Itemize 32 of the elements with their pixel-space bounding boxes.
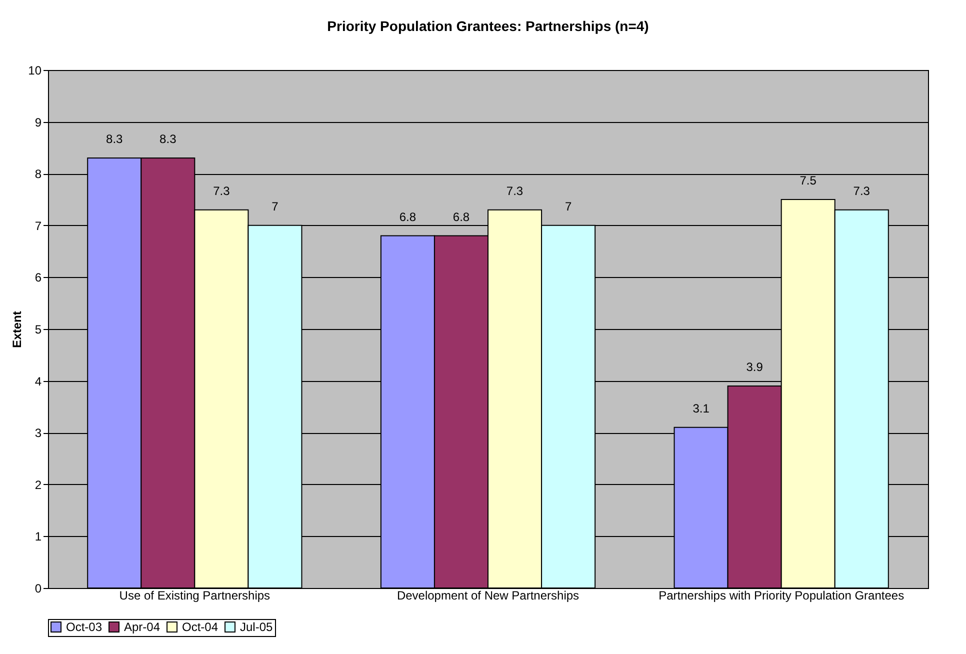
data-label: 3.1 bbox=[692, 401, 710, 416]
y-tick-label: 9 bbox=[34, 115, 42, 130]
data-label: 8.3 bbox=[160, 132, 177, 146]
y-tick-label: 8 bbox=[34, 167, 42, 182]
y-tick-label: 5 bbox=[34, 322, 42, 336]
y-tick-label: 1 bbox=[34, 530, 42, 544]
x-tick-label: Development of New Partnerships bbox=[396, 588, 580, 602]
data-label: 7.3 bbox=[213, 184, 230, 198]
y-tick-label: 2 bbox=[34, 478, 42, 492]
legend-label: Apr-04 bbox=[124, 620, 160, 634]
data-label: 7.3 bbox=[506, 184, 524, 198]
data-label: 6.8 bbox=[399, 210, 416, 224]
y-tick-label: 0 bbox=[34, 582, 42, 596]
y-tick-label: 7 bbox=[34, 218, 42, 233]
data-label: 7.3 bbox=[853, 184, 870, 198]
data-label: 6.8 bbox=[452, 210, 470, 224]
data-label: 8.3 bbox=[106, 132, 124, 146]
data-label: 7 bbox=[564, 199, 572, 214]
y-tick-label: 3 bbox=[34, 426, 42, 440]
chart-title: Priority Population Grantees: Partnerships (n=4) bbox=[327, 18, 649, 34]
legend-label: Oct-04 bbox=[182, 620, 218, 634]
legend-label: Jul-05 bbox=[240, 620, 274, 634]
y-tick-label: 4 bbox=[34, 374, 42, 388]
data-label: 7 bbox=[272, 199, 279, 214]
data-label: 7.5 bbox=[800, 174, 817, 188]
y-tick-label: 10 bbox=[28, 64, 42, 78]
y-tick-label: 6 bbox=[34, 270, 42, 285]
data-label: 3.9 bbox=[746, 360, 764, 374]
y-axis-title: Extent bbox=[10, 311, 24, 348]
legend-label: Oct-03 bbox=[66, 620, 102, 634]
x-tick-label: Partnerships with Priority Population Grantees bbox=[658, 588, 904, 602]
x-tick-label: Use of Existing Partnerships bbox=[119, 588, 270, 602]
